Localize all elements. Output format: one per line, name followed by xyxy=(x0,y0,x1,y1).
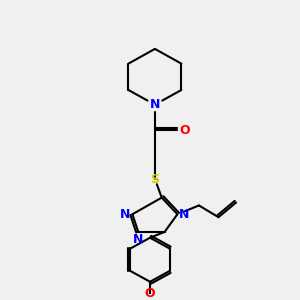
Text: O: O xyxy=(145,287,155,300)
Text: S: S xyxy=(150,172,159,185)
Text: N: N xyxy=(120,208,130,221)
Text: N: N xyxy=(179,208,190,221)
Text: N: N xyxy=(150,98,160,111)
Text: N: N xyxy=(133,233,143,246)
Text: O: O xyxy=(179,124,190,136)
